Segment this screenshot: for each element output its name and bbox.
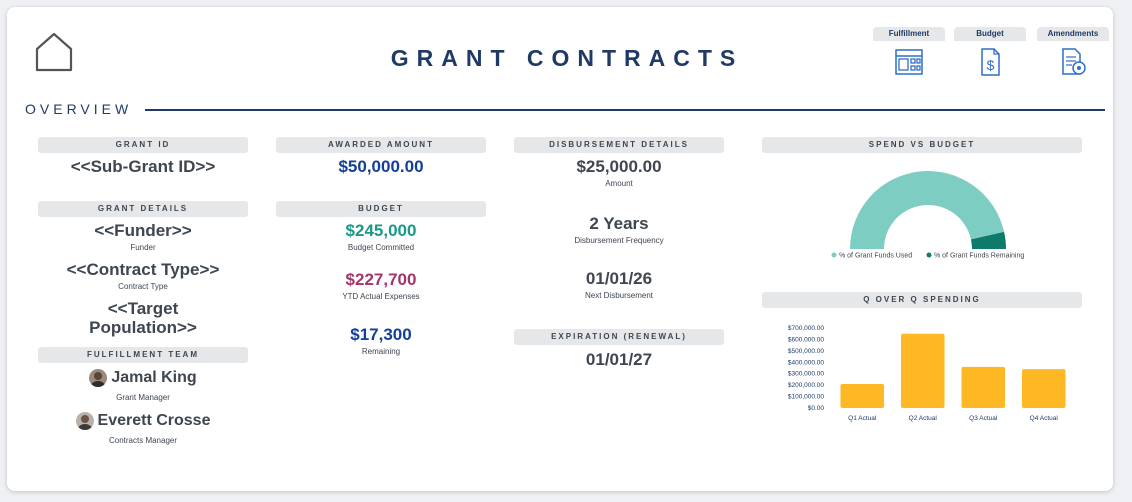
q-over-q-chart: $0.00 $100,000.00 $200,000.00 $300,000.00 $4… (788, 325, 1066, 422)
contract-type-label: Contract Type (118, 282, 168, 291)
member-role: Contracts Manager (108, 436, 178, 445)
ytd-expenses-value: $227,700 (345, 270, 417, 289)
x-tick-label: Q4 Actual (1030, 415, 1059, 422)
expiration-header: EXPIRATION (RENEWAL) (514, 329, 724, 345)
expiration-value: 01/01/27 (585, 350, 653, 369)
y-tick-label: $500,000.00 (788, 348, 825, 355)
y-tick-label: $700,000.00 (788, 325, 825, 332)
y-tick-label: $400,000.00 (788, 359, 825, 366)
avatar (75, 412, 94, 430)
grant-details-header: GRANT DETAILS (38, 201, 248, 217)
page-title: GRANT CONTRACTS (390, 45, 744, 71)
team-member: Everett Crosse (38, 412, 248, 430)
section-title: OVERVIEW (25, 101, 133, 117)
bar (840, 384, 885, 408)
ytd-expenses-label: YTD Actual Expenses (342, 292, 420, 301)
grant-id-header: GRANT ID (38, 137, 248, 153)
y-tick-label: $300,000.00 (788, 371, 825, 378)
disbursement-amount-value: $25,000.00 (576, 157, 662, 176)
remaining-label: Remaining (361, 347, 401, 356)
nav-budget-label: Budget (954, 27, 1026, 41)
nav-amendments-label: Amendments (1037, 27, 1109, 41)
disbursement-frequency-label: Disbursement Frequency (574, 236, 664, 245)
contract-type-value: <<Contract Type>> (66, 260, 220, 279)
nav-budget-button[interactable]: Budget $ (954, 27, 1026, 77)
dashboard-card: GRANT CONTRACTS Fulfillment Budget $ Ame… (7, 7, 1113, 491)
dollar-document-icon: $ (981, 48, 1000, 76)
funder-label: Funder (130, 243, 156, 252)
section-divider (145, 109, 1105, 111)
target-population-line1: <<Target (107, 299, 179, 318)
remaining-value: $17,300 (350, 325, 412, 344)
dashboard-grid-icon (895, 49, 923, 75)
bar (961, 366, 1006, 408)
spend-vs-budget-chart: % of Grant Funds Used % of Grant Funds Re… (831, 170, 1024, 260)
team-member: Jamal King (38, 369, 248, 387)
home-icon[interactable] (31, 29, 77, 75)
y-tick-label: $100,000.00 (788, 394, 825, 401)
member-name: Jamal King (111, 369, 197, 386)
member-role: Grant Manager (116, 393, 170, 402)
y-tick-label: $0.00 (808, 405, 825, 412)
bar (1021, 369, 1066, 408)
next-disbursement-label: Next Disbursement (584, 291, 654, 300)
legend-swatch (831, 252, 837, 258)
awarded-amount-value: $50,000.00 (338, 157, 424, 176)
budget-header: BUDGET (276, 201, 486, 217)
svg-text:$: $ (987, 57, 995, 73)
x-tick-label: Q1 Actual (848, 415, 877, 422)
next-disbursement-value: 01/01/26 (585, 269, 653, 288)
document-review-icon (1062, 48, 1086, 75)
nav-amendments-button[interactable]: Amendments (1037, 27, 1109, 77)
legend-label: % of Grant Funds Used (839, 253, 912, 260)
y-tick-label: $600,000.00 (788, 336, 825, 343)
nav-fulfillment-label: Fulfillment (873, 27, 945, 41)
donut-slice (970, 231, 1006, 249)
x-tick-label: Q2 Actual (909, 415, 938, 422)
donut-slice (850, 170, 1005, 249)
avatar (89, 369, 108, 387)
x-tick-label: Q3 Actual (969, 415, 998, 422)
disbursement-amount-label: Amount (605, 179, 633, 188)
spend-vs-budget-header: SPEND VS BUDGET (762, 137, 1082, 153)
disbursement-details-header: DISBURSEMENT DETAILS (514, 137, 724, 153)
awarded-amount-header: AWARDED AMOUNT (276, 137, 486, 153)
q-over-q-header: Q OVER Q SPENDING (762, 292, 1082, 308)
fulfillment-team-header: FULFILLMENT TEAM (38, 347, 248, 363)
nav-fulfillment-button[interactable]: Fulfillment (873, 27, 945, 77)
bar (900, 333, 945, 408)
member-name: Everett Crosse (97, 412, 211, 429)
budget-committed-label: Budget Committed (347, 243, 415, 252)
y-tick-label: $200,000.00 (788, 382, 825, 389)
budget-committed-value: $245,000 (345, 221, 417, 240)
legend-label: % of Grant Funds Remaining (934, 253, 1024, 260)
legend-swatch (926, 252, 932, 258)
grant-id-value: <<Sub-Grant ID>> (70, 157, 216, 176)
funder-value: <<Funder>> (94, 221, 192, 240)
target-population-line2: Population>> (89, 318, 197, 337)
disbursement-frequency-value: 2 Years (589, 214, 649, 233)
